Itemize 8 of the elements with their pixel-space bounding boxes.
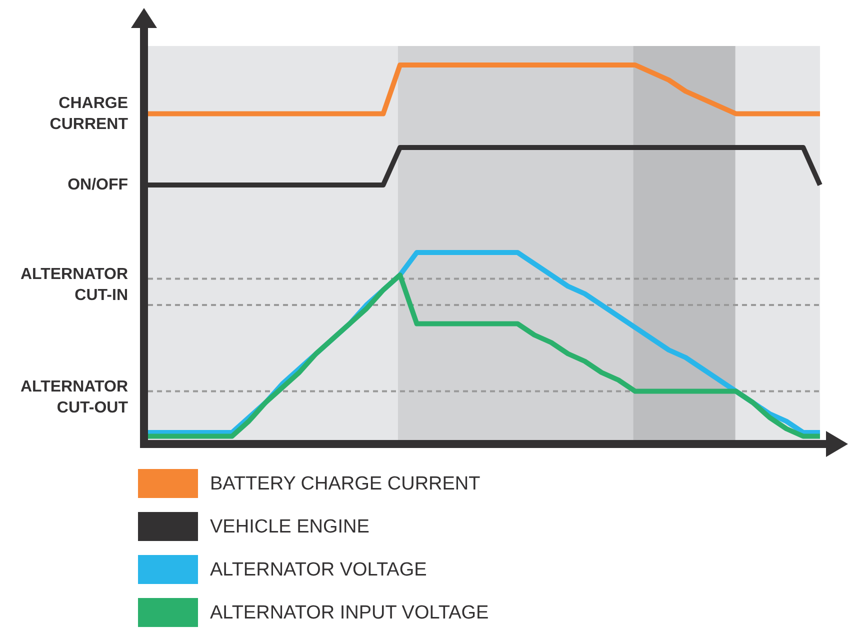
legend-label: ALTERNATOR INPUT VOLTAGE	[210, 602, 489, 624]
text: ON/OFF	[68, 176, 128, 194]
legend-label: VEHICLE ENGINE	[210, 516, 370, 538]
legend-label: ALTERNATOR VOLTAGE	[210, 560, 427, 580]
text: CHARGE CURRENT	[50, 94, 128, 133]
ref-line-label: ALTERNATOR CUT-OUT	[20, 378, 128, 416]
legend-label: BATTERY CHARGE CURRENT	[210, 474, 481, 494]
ref-line-label: ALTERNATOR CUT-IN	[20, 266, 128, 304]
